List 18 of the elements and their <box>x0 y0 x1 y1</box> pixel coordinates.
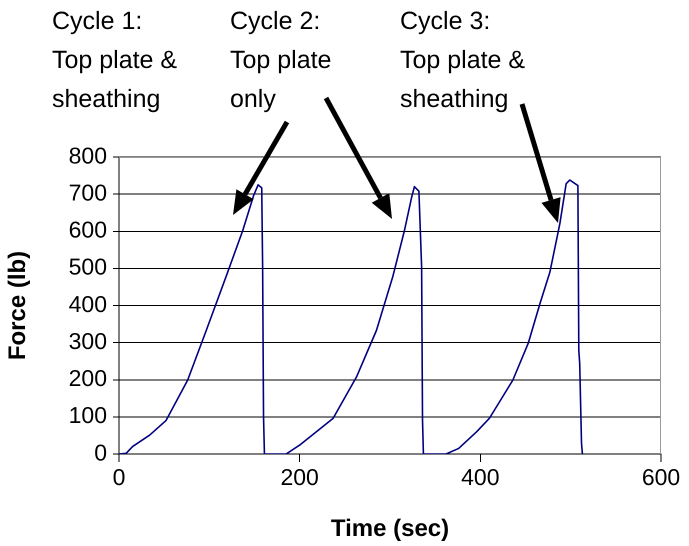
y-tick-label: 500 <box>68 254 107 280</box>
y-tick-label: 0 <box>94 439 107 466</box>
text: Cycle 2: Top plate only <box>230 6 332 115</box>
x-tick-label: 0 <box>112 464 126 490</box>
x-tick-label: 400 <box>461 464 500 490</box>
y-axis-title: Force (lb) <box>4 250 32 360</box>
x-axis-title: Time (sec) <box>330 515 450 542</box>
x-tick-label: 600 <box>642 464 680 490</box>
y-tick-label: 800 <box>68 142 107 168</box>
x-tick-label: 200 <box>280 464 319 490</box>
y-tick-label: 400 <box>68 290 107 317</box>
y-tick-label: 100 <box>68 402 107 428</box>
y-tick-label: 700 <box>68 179 107 206</box>
y-tick-label: 300 <box>68 328 107 354</box>
text: Cycle 1: Top plate & sheathing <box>52 6 178 115</box>
y-tick-label: 200 <box>68 365 107 392</box>
y-tick-label: 600 <box>68 216 107 243</box>
text: Cycle 3: Top plate & sheathing <box>400 6 526 115</box>
